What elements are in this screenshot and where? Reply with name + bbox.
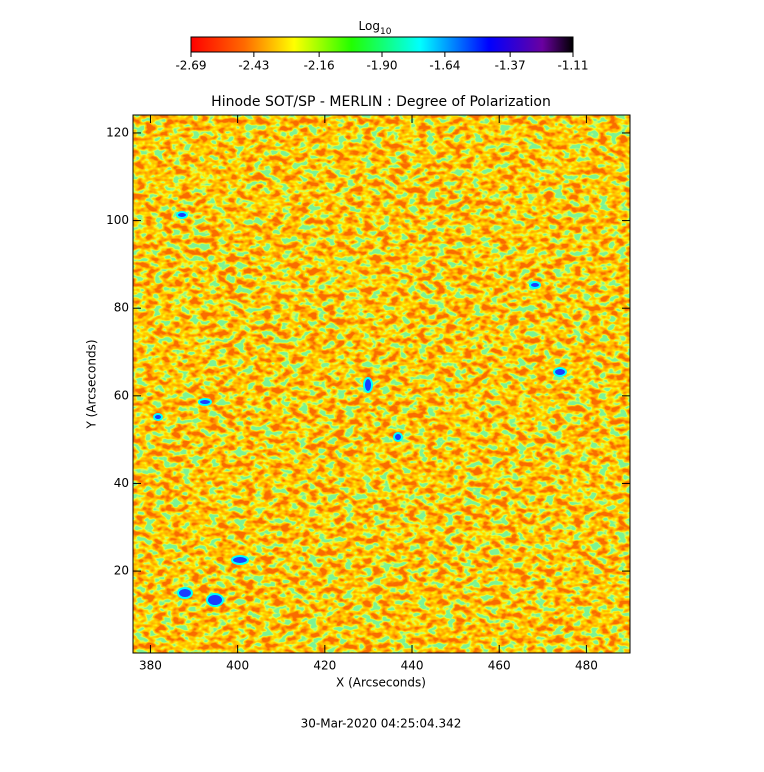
x-tick-label: 460 — [488, 659, 511, 673]
colorbar-tick-label: -1.37 — [495, 59, 526, 73]
x-tick-label: 380 — [139, 659, 162, 673]
chart-title: Hinode SOT/SP - MERLIN : Degree of Polar… — [211, 94, 551, 110]
x-tick-label: 480 — [575, 659, 598, 673]
x-tick-label: 440 — [401, 659, 424, 673]
footer-date: 30-Mar-2020 04:25:04.342 — [301, 717, 462, 731]
x-tick-label: 400 — [226, 659, 249, 673]
colorbar-title-sub: 10 — [380, 27, 392, 37]
y-tick-label: 100 — [106, 213, 129, 227]
y-tick-label: 120 — [106, 125, 129, 139]
colorbar-tick-label: -1.90 — [366, 59, 397, 73]
y-tick-label: 80 — [114, 301, 129, 315]
y-axis-label: Y (Arcseconds) — [85, 339, 99, 429]
plot-frame — [132, 114, 631, 654]
x-axis-label: X (Arcseconds) — [336, 676, 426, 690]
y-tick-label: 20 — [114, 564, 129, 578]
y-tick-label: 40 — [114, 476, 129, 490]
colorbar-tick-label: -1.11 — [557, 59, 588, 73]
colorbar-tick-label: -1.64 — [429, 59, 460, 73]
colorbar-tick-label: -2.43 — [238, 59, 269, 73]
y-tick-label: 60 — [114, 388, 129, 402]
x-tick-label: 420 — [313, 659, 336, 673]
colorbar-tick-label: -2.69 — [175, 59, 206, 73]
colorbar-tick-label: -2.16 — [304, 59, 335, 73]
colorbar — [190, 36, 574, 53]
polarization-map — [133, 115, 630, 653]
colorbar-title-base: Log — [359, 19, 380, 33]
colorbar-title: Log10 — [359, 19, 392, 37]
map-features — [153, 211, 567, 607]
